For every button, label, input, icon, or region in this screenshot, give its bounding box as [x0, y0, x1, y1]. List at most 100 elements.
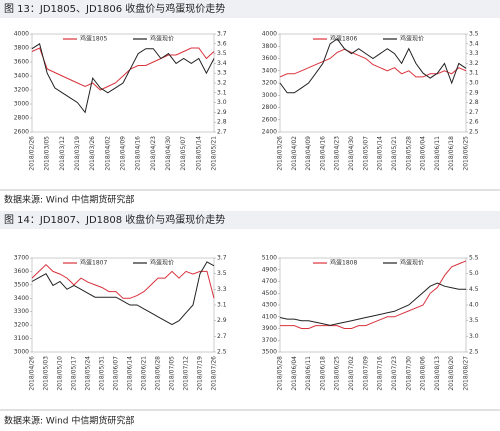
series-line	[31, 264, 215, 299]
x-tick-label: 2018/07/12	[183, 356, 190, 391]
figure-source: 数据来源: Wind 中信期货研究部	[4, 415, 134, 427]
figure-title: 图 13：JD1805、JD1806 收盘价与鸡蛋现价走势	[4, 2, 225, 15]
y2-tick-label: 3.2	[469, 60, 479, 67]
y2-tick-label: 2.7	[217, 129, 227, 136]
x-tick-label: 2018/06/14	[127, 356, 134, 391]
y-tick-label: 3200	[262, 80, 277, 87]
y2-tick-label: 3.3	[217, 286, 227, 293]
x-tick-label: 2018/08/13	[434, 356, 441, 391]
x-tick-label: 2018/03/12	[59, 136, 66, 171]
x-tick-label: 2018/03/26	[89, 136, 96, 171]
x-tick-label: 2018/07/23	[391, 356, 398, 391]
y-tick-label: 2400	[262, 129, 277, 136]
y-tick-label: 2800	[262, 104, 277, 111]
legend-label: 鸡蛋现价	[400, 259, 424, 267]
series-line	[31, 43, 215, 114]
y-tick-label: 2600	[262, 116, 277, 123]
x-tick-label: 2018/07/19	[197, 356, 204, 391]
x-tick-label: 2018/06/11	[305, 356, 312, 391]
figure-header-band	[0, 0, 500, 18]
y-tick-label: 3400	[14, 295, 29, 302]
x-tick-label: 2018/03/26	[277, 136, 284, 171]
x-tick-label: 2018/04/09	[305, 136, 312, 171]
y-tick-label: 4000	[14, 31, 29, 38]
y2-tick-label: 3.1	[469, 70, 479, 77]
y-tick-label: 4700	[262, 278, 277, 285]
y-tick-label: 3500	[14, 281, 29, 288]
x-tick-label: 2018/05/10	[57, 356, 64, 391]
x-tick-label: 2018/04/02	[104, 136, 111, 171]
x-tick-label: 2018/06/18	[448, 136, 455, 171]
x-tick-label: 2018/06/18	[319, 356, 326, 391]
y2-tick-label: 2.9	[469, 89, 479, 96]
y2-tick-label: 2.8	[469, 99, 479, 106]
legend-label: 鸡蛋1805	[80, 35, 107, 43]
x-tick-label: 2018/05/14	[377, 136, 384, 171]
plot-frame	[279, 257, 467, 353]
y-tick-label: 3600	[14, 268, 29, 275]
series-line	[31, 261, 215, 326]
x-tick-label: 2018/02/26	[29, 136, 36, 171]
y2-tick-label: 3.4	[469, 40, 479, 47]
y2-tick-label: 2.8	[217, 119, 227, 126]
y-tick-label: 3400	[262, 67, 277, 74]
y2-tick-label: 3.0	[469, 80, 479, 87]
series-line	[279, 48, 467, 78]
x-tick-label: 2018/05/14	[195, 136, 202, 171]
x-tick-label: 2018/06/28	[155, 356, 162, 391]
y-tick-label: 5100	[262, 255, 277, 262]
x-tick-label: 2018/05/21	[211, 136, 218, 171]
x-tick-label: 2018/04/02	[291, 136, 298, 171]
y-tick-label: 3600	[14, 59, 29, 66]
x-tick-label: 2018/05/24	[85, 356, 92, 391]
x-tick-label: 2018/05/07	[362, 136, 369, 171]
y2-tick-label: 2.9	[217, 317, 227, 324]
y2-tick-label: 3.5	[217, 50, 227, 57]
x-tick-label: 2018/06/07	[113, 356, 120, 391]
x-tick-label: 2018/08/06	[420, 356, 427, 391]
y2-tick-label: 3.5	[469, 317, 479, 324]
x-tick-label: 2018/04/30	[348, 136, 355, 171]
x-tick-label: 2018/04/23	[150, 136, 157, 171]
y2-tick-label: 4.5	[469, 286, 479, 293]
x-tick-label: 2018/08/20	[448, 356, 455, 391]
x-tick-label: 2018/05/03	[43, 356, 50, 391]
y-tick-label: 4500	[262, 290, 277, 297]
y2-tick-label: 3.7	[217, 31, 227, 38]
x-tick-label: 2018/04/30	[165, 136, 172, 171]
x-tick-label: 2018/06/25	[463, 136, 470, 171]
y-tick-label: 3800	[14, 45, 29, 52]
y2-tick-label: 3.5	[469, 31, 479, 38]
legend-label: 鸡蛋现价	[150, 35, 174, 43]
y-tick-label: 3900	[262, 325, 277, 332]
x-tick-label: 2018/05/17	[71, 356, 78, 391]
y-tick-label: 3000	[262, 92, 277, 99]
y-tick-label: 3200	[14, 322, 29, 329]
x-tick-label: 2018/04/26	[29, 356, 36, 391]
x-tick-label: 2018/06/04	[291, 356, 298, 391]
y2-tick-label: 3.3	[469, 50, 479, 57]
series-line	[279, 282, 466, 326]
y-tick-label: 3700	[14, 255, 29, 262]
y-tick-label: 4300	[262, 302, 277, 309]
x-tick-label: 2018/04/23	[334, 136, 341, 171]
y-tick-label: 3800	[262, 43, 277, 50]
x-tick-label: 2018/07/26	[211, 356, 218, 391]
x-tick-label: 2018/05/07	[180, 136, 187, 171]
legend-label: 鸡蛋1806	[330, 35, 357, 43]
y2-tick-label: 3.4	[217, 60, 227, 67]
y2-tick-label: 3.1	[217, 89, 227, 96]
y2-tick-label: 3.2	[217, 80, 227, 87]
y-tick-label: 2800	[14, 115, 29, 122]
x-tick-label: 2018/04/09	[120, 136, 127, 171]
x-tick-label: 2018/05/31	[99, 356, 106, 391]
x-tick-label: 2018/07/05	[169, 356, 176, 391]
x-tick-label: 2018/07/02	[348, 356, 355, 391]
series-line	[279, 38, 467, 94]
x-tick-label: 2018/05/28	[277, 356, 284, 391]
x-tick-label: 2018/07/30	[405, 356, 412, 391]
y-tick-label: 3100	[14, 335, 29, 342]
legend-label: 鸡蛋现价	[400, 35, 424, 43]
x-tick-label: 2018/03/19	[74, 136, 81, 171]
y2-tick-label: 2.5	[217, 349, 227, 356]
